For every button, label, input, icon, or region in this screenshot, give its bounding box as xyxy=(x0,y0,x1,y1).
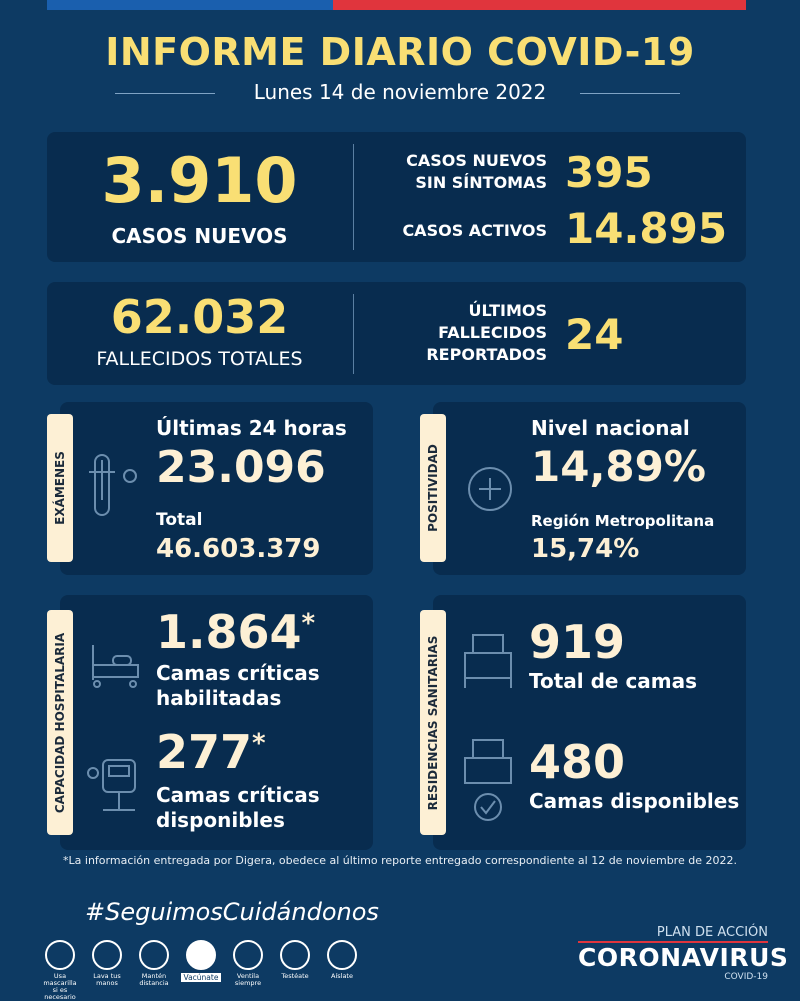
positivity-tab: POSITIVIDAD xyxy=(420,414,446,562)
care-item-hand-wash: Lava tus manos xyxy=(87,940,127,987)
total-exams-value: 46.603.379 xyxy=(156,534,321,564)
care-item-label: Usa mascarilla si es necesario xyxy=(43,972,77,1001)
care-item-label: Lava tus manos xyxy=(93,972,121,987)
divider xyxy=(353,144,354,250)
available-residence-beds-label: Camas disponibles xyxy=(529,789,740,813)
enabled-beds-label: Camas críticas habilitadas xyxy=(156,661,320,710)
total-deaths-value: 62.032 xyxy=(110,290,289,344)
hospital-card: CAPACIDAD HOSPITALARIA 1.864* Camas crít… xyxy=(47,595,373,850)
care-item-label: Ventila siempre xyxy=(234,972,262,987)
rm-label: Región Metropolitana xyxy=(531,512,715,530)
exams-card: EXÁMENES Últimas 24 horas 23.096 Total 4… xyxy=(47,402,373,575)
new-cases-value: 3.910 xyxy=(101,144,298,217)
ventilator-icon xyxy=(85,755,145,829)
page-title: INFORME DIARIO COVID-19 xyxy=(105,30,695,74)
available-residence-beds-value: 480 xyxy=(529,735,626,789)
hospital-bed-icon xyxy=(85,640,145,694)
asymptomatic-value: 395 xyxy=(565,148,653,197)
active-cases-value: 14.895 xyxy=(565,204,728,253)
residences-card: RESIDENCIAS SANITARIAS 919 Total de cama… xyxy=(420,595,746,850)
active-cases-label: CASOS ACTIVOS xyxy=(402,221,547,240)
care-item-label: Vacúnate xyxy=(181,973,221,982)
test-tube-icon xyxy=(85,450,145,524)
care-item-ventilate: Ventila siempre xyxy=(228,940,268,987)
available-beds-value: 277* xyxy=(156,725,266,779)
divider xyxy=(580,93,680,94)
bed-icon xyxy=(461,630,516,694)
total-residence-beds-label: Total de camas xyxy=(529,669,698,693)
flag-stripe-blue xyxy=(47,0,333,10)
residences-tab: RESIDENCIAS SANITARIAS xyxy=(420,610,446,835)
care-item-mask: Usa mascarilla si es necesario xyxy=(40,940,80,1001)
mask-icon xyxy=(45,940,75,970)
positivity-card: POSITIVIDAD Nivel nacional 14,89% Región… xyxy=(420,402,746,575)
last24-label: Últimas 24 horas xyxy=(156,416,347,440)
total-exams-label: Total xyxy=(156,510,203,530)
enabled-beds-value: 1.864* xyxy=(156,605,316,659)
plus-circle-icon xyxy=(465,464,515,518)
flag-stripe-red xyxy=(333,0,746,10)
test-icon xyxy=(280,940,310,970)
new-cases-label: CASOS NUEVOS xyxy=(111,224,288,248)
exams-tab: EXÁMENES xyxy=(47,414,73,562)
isolate-icon xyxy=(327,940,357,970)
hospital-tab: CAPACIDAD HOSPITALARIA xyxy=(47,610,73,835)
care-item-label: Aíslate xyxy=(331,972,353,980)
deaths-card: 62.032 FALLECIDOS TOTALES ÚLTIMOS FALLECI… xyxy=(47,282,746,385)
available-beds-label: Camas críticas disponibles xyxy=(156,783,320,832)
report-date: Lunes 14 de noviembre 2022 xyxy=(253,80,547,104)
total-deaths-label: FALLECIDOS TOTALES xyxy=(96,348,303,370)
campaign-hashtag: #SeguimosCuidándonos xyxy=(85,898,379,926)
distance-icon xyxy=(139,940,169,970)
care-item-label: Mantén distancia xyxy=(139,972,169,987)
total-residence-beds-value: 919 xyxy=(529,615,626,669)
divider xyxy=(353,294,354,374)
national-label: Nivel nacional xyxy=(531,416,690,440)
divider xyxy=(115,93,215,94)
asymptomatic-label: CASOS NUEVOS SIN SÍNTOMAS xyxy=(406,151,547,192)
care-item-isolate: Aíslate xyxy=(322,940,362,980)
last24-value: 23.096 xyxy=(156,442,326,493)
recent-deaths-value: 24 xyxy=(565,310,624,359)
cases-card: 3.910 CASOS NUEVOS CASOS NUEVOS SIN SÍNTO… xyxy=(47,132,746,262)
care-item-vaccine: Vacúnate xyxy=(181,940,221,982)
care-item-test: Testéate xyxy=(275,940,315,980)
vaccine-icon xyxy=(186,940,216,970)
footnote: *La información entregada por Digera, ob… xyxy=(63,854,737,867)
hand-wash-icon xyxy=(92,940,122,970)
care-item-label: Testéate xyxy=(281,972,309,980)
recent-deaths-label: ÚLTIMOS FALLECIDOS REPORTADOS xyxy=(426,301,547,364)
rm-value: 15,74% xyxy=(531,534,640,564)
ventilate-icon xyxy=(233,940,263,970)
coronavirus-logo: PLAN DE ACCIÓN CORONAVIRUS COVID-19 xyxy=(578,925,789,982)
bed-check-icon xyxy=(461,735,516,829)
national-value: 14,89% xyxy=(531,442,706,491)
care-item-distance: Mantén distancia xyxy=(134,940,174,987)
